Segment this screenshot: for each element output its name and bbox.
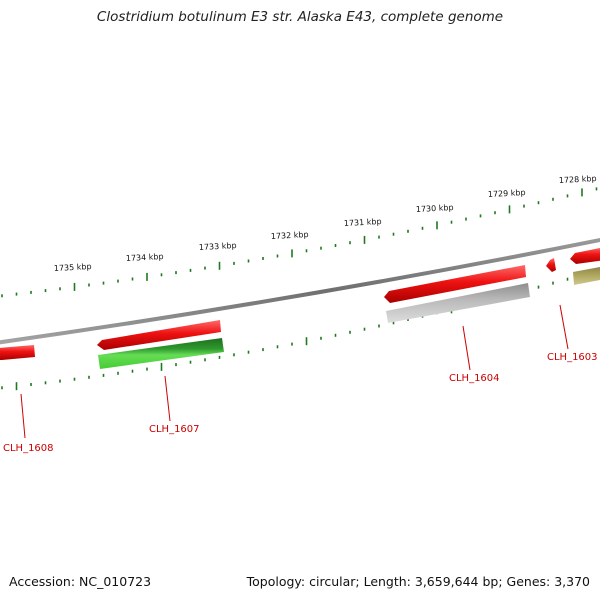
genome-summary: Topology: circular; Length: 3,659,644 bp… xyxy=(246,574,590,589)
gene-clh-1608[interactable] xyxy=(0,345,35,360)
scale-label-1728: 1728 kbp xyxy=(559,174,597,185)
scale-label-1732: 1732 kbp xyxy=(271,230,309,241)
leader-clh-1607 xyxy=(164,375,171,422)
genome-title: Clostridium botulinum E3 str. Alaska E43… xyxy=(96,9,504,25)
upper-scale-ticks xyxy=(1,187,598,298)
scale-label-1733: 1733 kbp xyxy=(199,241,237,252)
scale-label-1730: 1730 kbp xyxy=(416,203,454,214)
cds-olive[interactable] xyxy=(573,266,600,285)
gene-small-red[interactable] xyxy=(546,258,556,272)
gene-clh-1607[interactable] xyxy=(97,320,221,350)
gene-clh-1603[interactable] xyxy=(570,247,600,264)
gene-label-clh-1607: CLH_1607 xyxy=(149,424,200,435)
cds-gray[interactable] xyxy=(386,283,530,323)
cds-green[interactable] xyxy=(98,338,224,369)
scale-label-1735: 1735 kbp xyxy=(54,262,92,273)
accession-info: Accession: NC_010723 xyxy=(9,574,152,589)
lower-scale-ticks xyxy=(1,269,598,391)
gene-label-clh-1604: CLH_1604 xyxy=(449,373,500,384)
leader-clh-1604 xyxy=(462,325,471,371)
leader-clh-1608 xyxy=(20,393,26,439)
gene-label-clh-1608: CLH_1608 xyxy=(3,443,54,454)
scale-label-1731: 1731 kbp xyxy=(344,217,382,228)
gene-label-clh-1603: CLH_1603 xyxy=(547,352,598,363)
genome-backbone xyxy=(0,237,600,345)
scale-label-1734: 1734 kbp xyxy=(126,252,164,263)
gene-clh-1604[interactable] xyxy=(384,265,526,303)
scale-label-1729: 1729 kbp xyxy=(488,188,526,199)
leader-clh-1603 xyxy=(559,304,569,350)
